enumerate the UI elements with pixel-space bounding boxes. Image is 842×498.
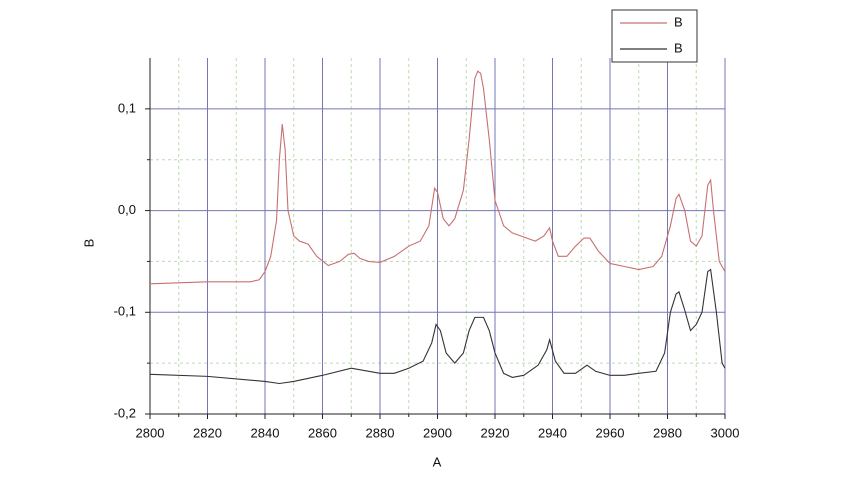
x-tick-label: 2960 <box>596 425 625 440</box>
x-tick-label: 2840 <box>251 425 280 440</box>
legend-label: B <box>674 14 683 29</box>
x-tick-label: 2860 <box>308 425 337 440</box>
x-tick-label: 2820 <box>193 425 222 440</box>
x-tick-label: 2940 <box>538 425 567 440</box>
x-tick-label: 3000 <box>711 425 740 440</box>
x-axis-label: A <box>433 454 442 469</box>
x-tick-label: 2800 <box>136 425 165 440</box>
x-tick-label: 2900 <box>423 425 452 440</box>
y-tick-label: 0,0 <box>118 202 136 217</box>
legend-box <box>611 9 698 63</box>
legend-label: B <box>674 40 683 55</box>
y-axis-label: B <box>81 239 96 248</box>
x-tick-label: 2920 <box>481 425 510 440</box>
y-tick-label: 0,1 <box>118 100 136 115</box>
y-tick-label: -0,2 <box>114 405 136 420</box>
x-tick-label: 2880 <box>366 425 395 440</box>
x-tick-label: 2980 <box>653 425 682 440</box>
y-tick-label: -0,1 <box>114 304 136 319</box>
series-line <box>149 268 726 385</box>
series-line <box>149 70 726 285</box>
